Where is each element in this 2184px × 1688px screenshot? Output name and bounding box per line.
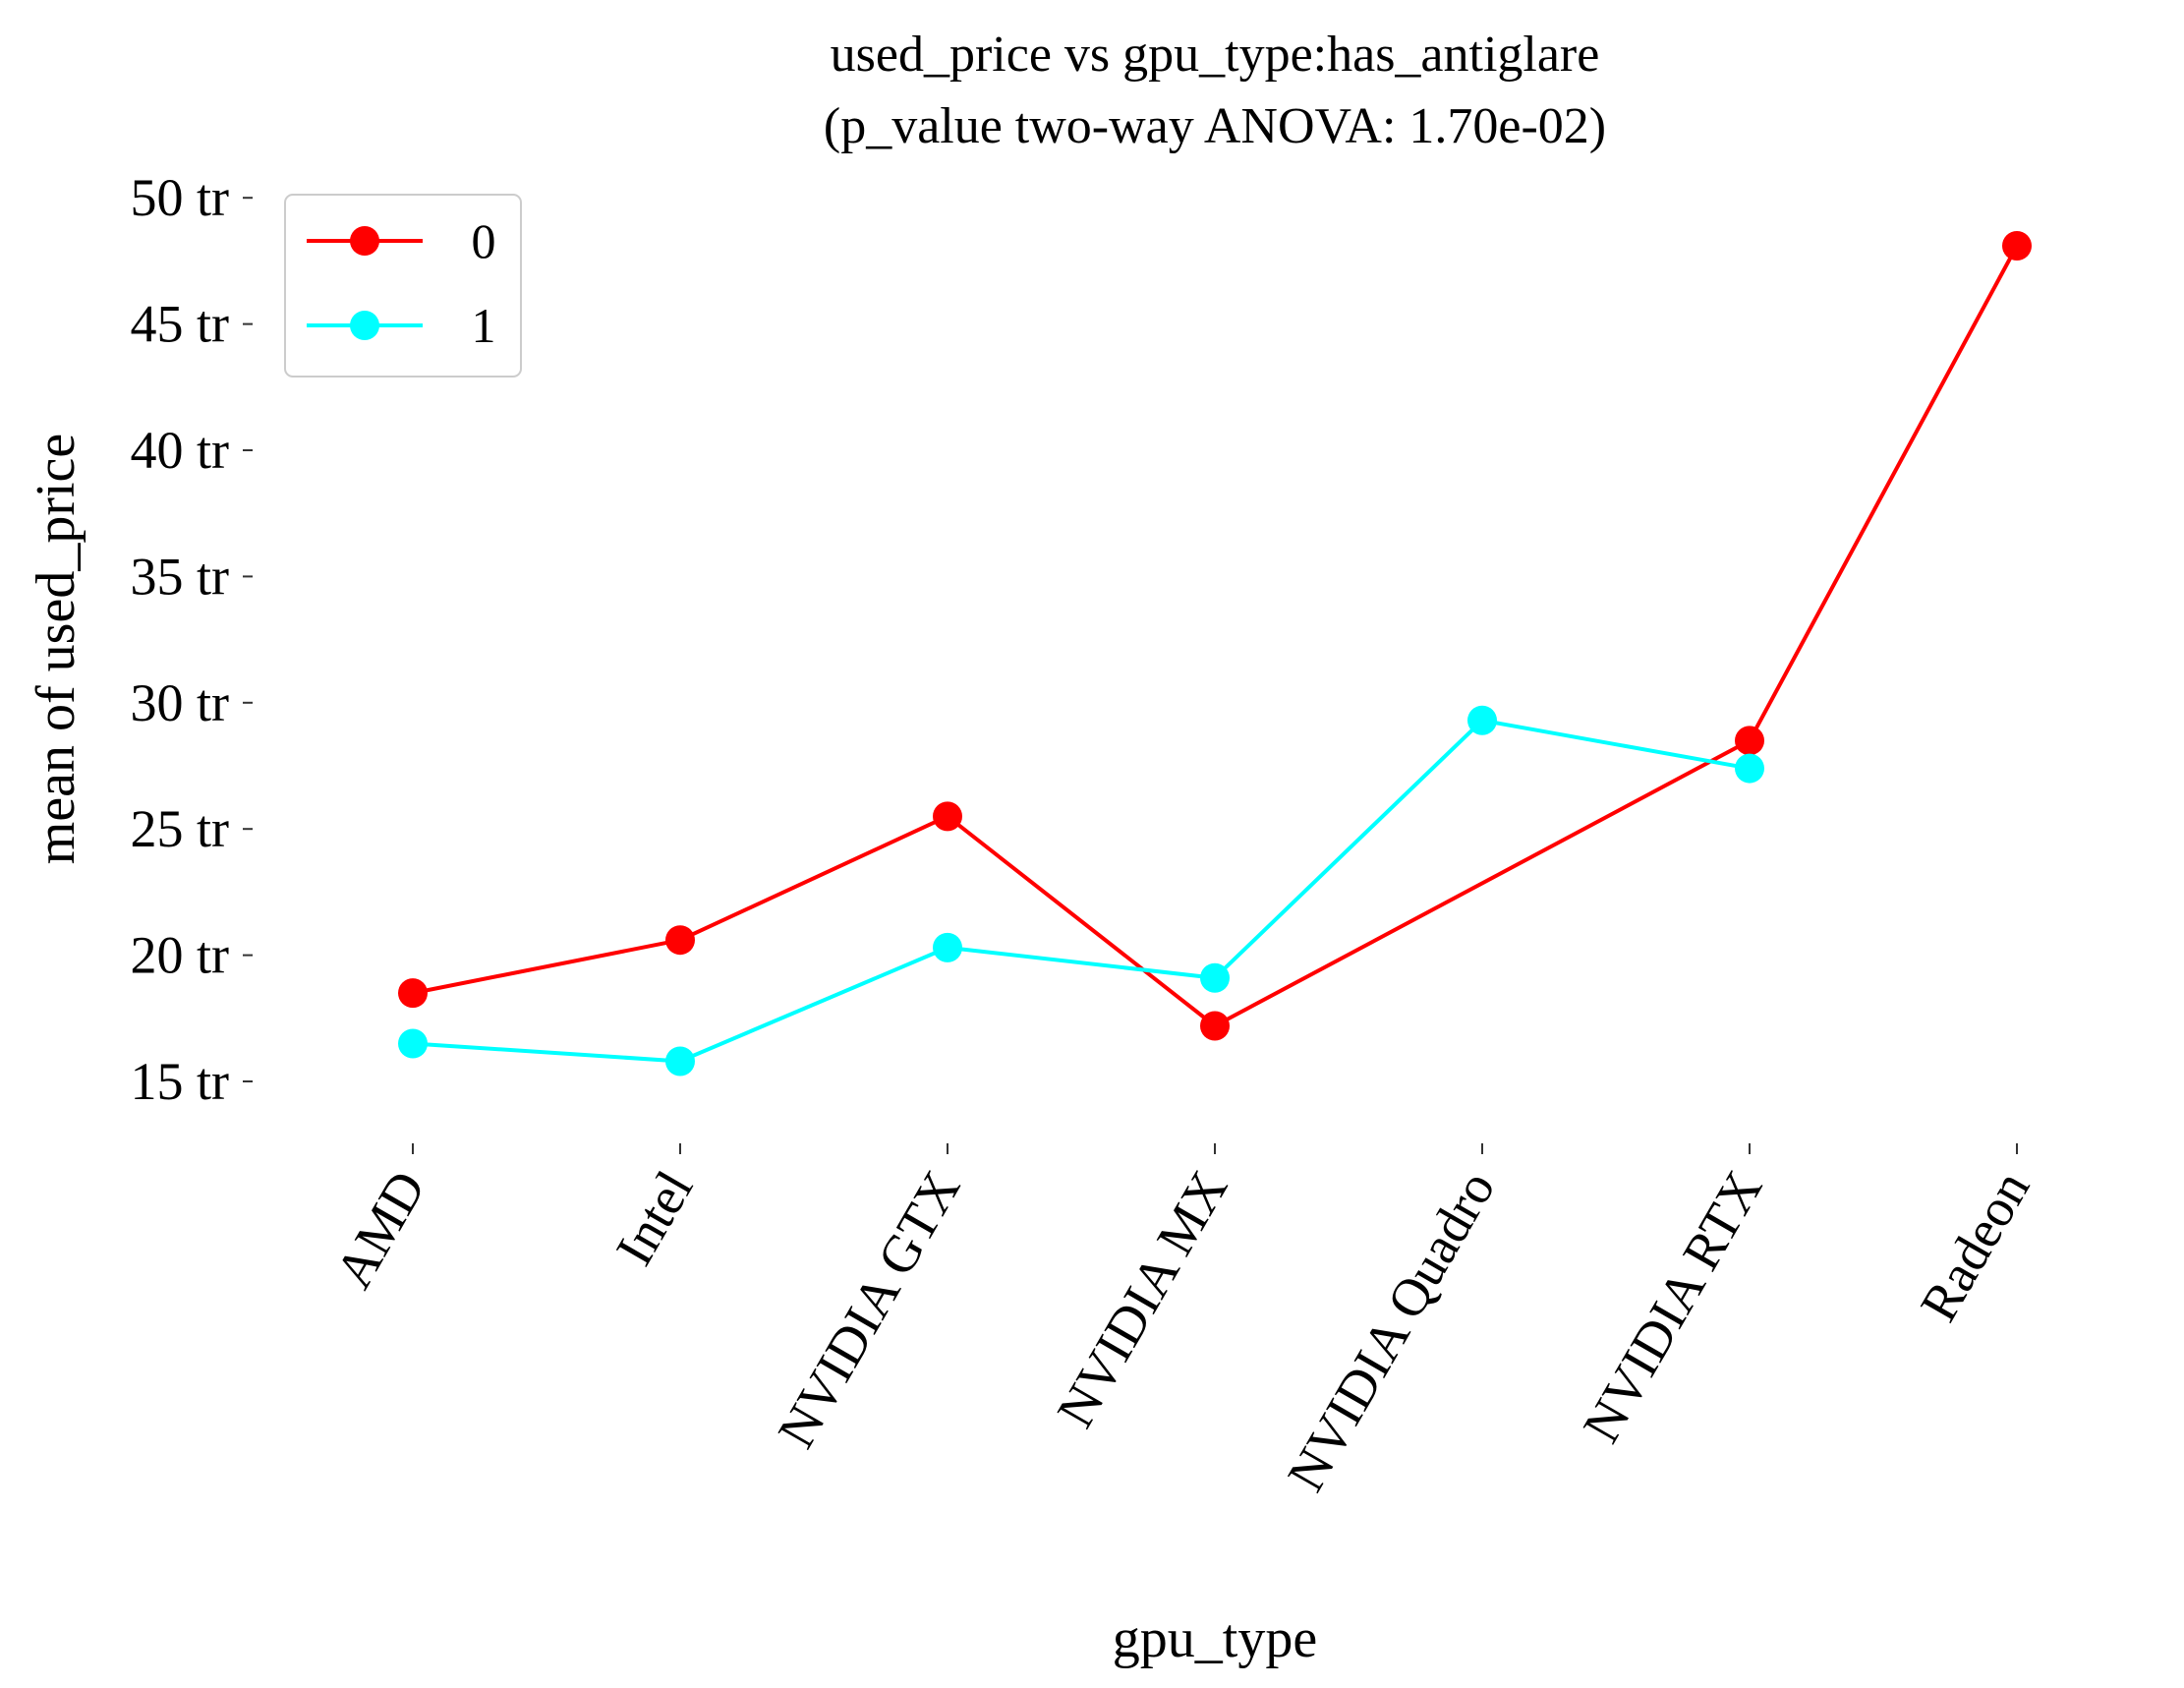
series-line — [412, 718, 1751, 1064]
y-tick-label: 25 tr — [131, 799, 230, 858]
y-tick-label: 45 tr — [131, 295, 230, 354]
data-point — [1735, 726, 1764, 756]
x-tick-label: Radeon — [1909, 1161, 2040, 1331]
plot-area — [398, 230, 2032, 1077]
legend-label: 0 — [472, 213, 496, 268]
x-tick-label: NVIDIA MX — [1046, 1161, 1239, 1437]
legend-label: 1 — [472, 298, 496, 353]
series-line — [412, 245, 2019, 1028]
x-axis: AMD Intel NVIDIA GTX NVIDIA MX NVIDIA Quadro… — [323, 1143, 2040, 1501]
y-axis-label: mean of used_price — [26, 434, 86, 864]
legend-swatch-marker — [350, 311, 379, 340]
data-point — [1467, 705, 1497, 735]
data-point — [1200, 962, 1230, 993]
y-tick-label: 15 tr — [131, 1052, 230, 1111]
series-1 — [398, 705, 1764, 1077]
y-tick-label: 35 tr — [131, 547, 230, 606]
data-point — [665, 1046, 695, 1077]
x-axis-label: gpu_type — [1113, 1608, 1317, 1669]
chart-subtitle: (p_value two-way ANOVA: 1.70e-02) — [824, 98, 1606, 154]
y-tick-label: 40 tr — [131, 421, 230, 480]
x-tick-label: AMD — [323, 1161, 436, 1298]
data-point — [398, 978, 428, 1009]
data-point — [1735, 753, 1764, 784]
data-point — [665, 925, 695, 956]
data-point — [398, 1028, 428, 1059]
data-point — [1200, 1011, 1230, 1041]
y-tick-label: 30 tr — [131, 673, 230, 732]
data-point — [933, 932, 962, 962]
legend-swatch-marker — [350, 226, 379, 256]
data-point — [2002, 230, 2032, 261]
legend: 01 — [284, 194, 522, 378]
series-0 — [398, 230, 2032, 1041]
data-point — [933, 801, 962, 832]
x-tick-label: NVIDIA Quadro — [1276, 1161, 1506, 1501]
x-tick-label: NVIDIA RTX — [1572, 1161, 1774, 1452]
y-tick-label: 50 tr — [131, 168, 230, 227]
x-tick-label: Intel — [604, 1161, 704, 1275]
x-tick-label: NVIDIA GTX — [767, 1161, 972, 1457]
chart-title: used_price vs gpu_type:has_antiglare — [831, 27, 1600, 83]
y-axis: 15 tr 20 tr 25 tr 30 tr 35 tr 40 tr 45 tr 50 tr — [131, 168, 253, 1111]
y-tick-label: 20 tr — [131, 926, 230, 985]
